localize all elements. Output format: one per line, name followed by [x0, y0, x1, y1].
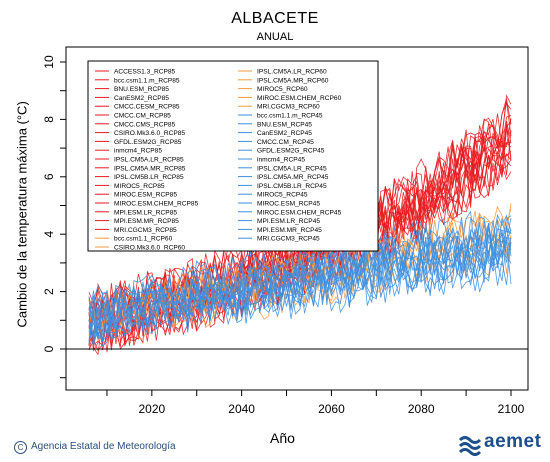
legend-entry: MPI.ESM.LR_RCP45 — [257, 218, 320, 225]
legend-entry: IPSL.CM5A.MR_RCP45 — [257, 174, 329, 181]
legend-entry: MPI.ESM.MR_RCP85 — [114, 218, 179, 225]
legend-entry: MIROC.ESM_RCP85 — [114, 192, 177, 199]
page-subtitle: ANUAL — [0, 31, 550, 43]
y-tick-label: 4 — [42, 231, 56, 238]
legend-entry: bcc.csm1.1.m_RCP45 — [257, 113, 323, 120]
legend-entry: bcc.csm1.1.m_RCP85 — [114, 77, 180, 84]
legend-entry: MPI.ESM.LR_RCP85 — [114, 209, 177, 216]
agency-credit: C Agencia Estatal de Meteorología — [14, 441, 176, 454]
legend-entry: inmcm4_RCP45 — [257, 157, 305, 164]
y-tick-label: 8 — [42, 116, 56, 123]
x-tick-label: 2020 — [138, 402, 165, 416]
legend-entry: CMCC.CM_RCP85 — [114, 113, 171, 120]
legend-entry: GFDL.ESM2G_RCP85 — [114, 139, 182, 146]
agency-name: Agencia Estatal de Meteorología — [31, 441, 176, 452]
x-tick-label: 2060 — [318, 402, 345, 416]
legend-entry: GFDL.ESM2G_RCP45 — [257, 148, 325, 155]
legend-entry: MRI.CGCM3_RCP85 — [114, 227, 177, 234]
legend-entry: MIROC.ESM.CHEM_RCP60 — [257, 95, 342, 102]
legend-entry: MIROC.ESM_RCP45 — [257, 201, 320, 208]
legend-entry: IPSL.CM5B.LR_RCP45 — [257, 183, 327, 190]
legend-entry: MIROC.ESM.CHEM_RCP45 — [257, 209, 342, 216]
legend-entry: CSIRO.Mk3.6.0_RCP85 — [114, 130, 185, 137]
legend-entry: IPSL.CM5B.LR_RCP85 — [114, 174, 184, 181]
x-tick-label: 2100 — [498, 402, 525, 416]
aemet-logo-icon — [458, 432, 484, 456]
x-tick-label: 2040 — [228, 402, 255, 416]
copyright-icon: C — [14, 441, 27, 454]
legend-entry: MPI.ESM.MR_RCP45 — [257, 227, 322, 234]
legend-entry: BNU.ESM_RCP45 — [257, 121, 312, 128]
y-tick-label: 6 — [42, 173, 56, 180]
legend-entry: IPSL.CM5A.MR_RCP85 — [114, 165, 186, 172]
x-axis-label: Año — [270, 430, 295, 446]
y-tick-label: 10 — [42, 55, 56, 69]
legend-entry: MIROC.ESM.CHEM_RCP85 — [114, 201, 199, 208]
legend-entry: IPSL.CM5A.LR_RCP45 — [257, 165, 327, 172]
legend-entry: MIROC5_RCP45 — [257, 192, 308, 199]
legend-entry: bcc.csm1.1_RCP60 — [114, 236, 173, 243]
legend-entry: MIROC5_RCP60 — [257, 86, 308, 93]
legend-entry: IPSL.CM5A.LR_RCP85 — [114, 157, 184, 164]
x-tick-label: 2080 — [408, 402, 435, 416]
y-tick-label: 2 — [42, 288, 56, 295]
legend-entry: CMCC.CESM_RCP85 — [114, 104, 180, 111]
aemet-brand: aemet — [484, 431, 541, 453]
legend-entry: CSIRO.Mk3.6.0_RCP60 — [114, 245, 185, 252]
legend-entry: CMCC.CM_RCP45 — [257, 139, 314, 146]
legend-entry: CanESM2_RCP85 — [114, 95, 169, 102]
legend-entry: MIROC5_RCP85 — [114, 183, 165, 190]
legend-entry: IPSL.CM5A.LR_RCP60 — [257, 69, 327, 76]
page-title: ALBACETE — [0, 10, 550, 28]
legend-entry: MRI.CGCM3_RCP60 — [257, 104, 320, 111]
legend-entry: inmcm4_RCP85 — [114, 148, 162, 155]
legend-entry: IPSL.CM5A.MR_RCP60 — [257, 77, 329, 84]
y-tick-label: 0 — [42, 345, 56, 352]
legend-entry: ACCESS1.3_RCP85 — [114, 69, 176, 76]
legend-entry: MRI.CGCM3_RCP45 — [257, 236, 320, 243]
legend-entry: BNU.ESM_RCP85 — [114, 86, 169, 93]
legend-entry: CanESM2_RCP45 — [257, 130, 312, 137]
legend-entry: CMCC.CMS_RCP85 — [114, 121, 176, 128]
y-axis-label: Cambio de la temperatura máxima (°C) — [15, 108, 30, 328]
